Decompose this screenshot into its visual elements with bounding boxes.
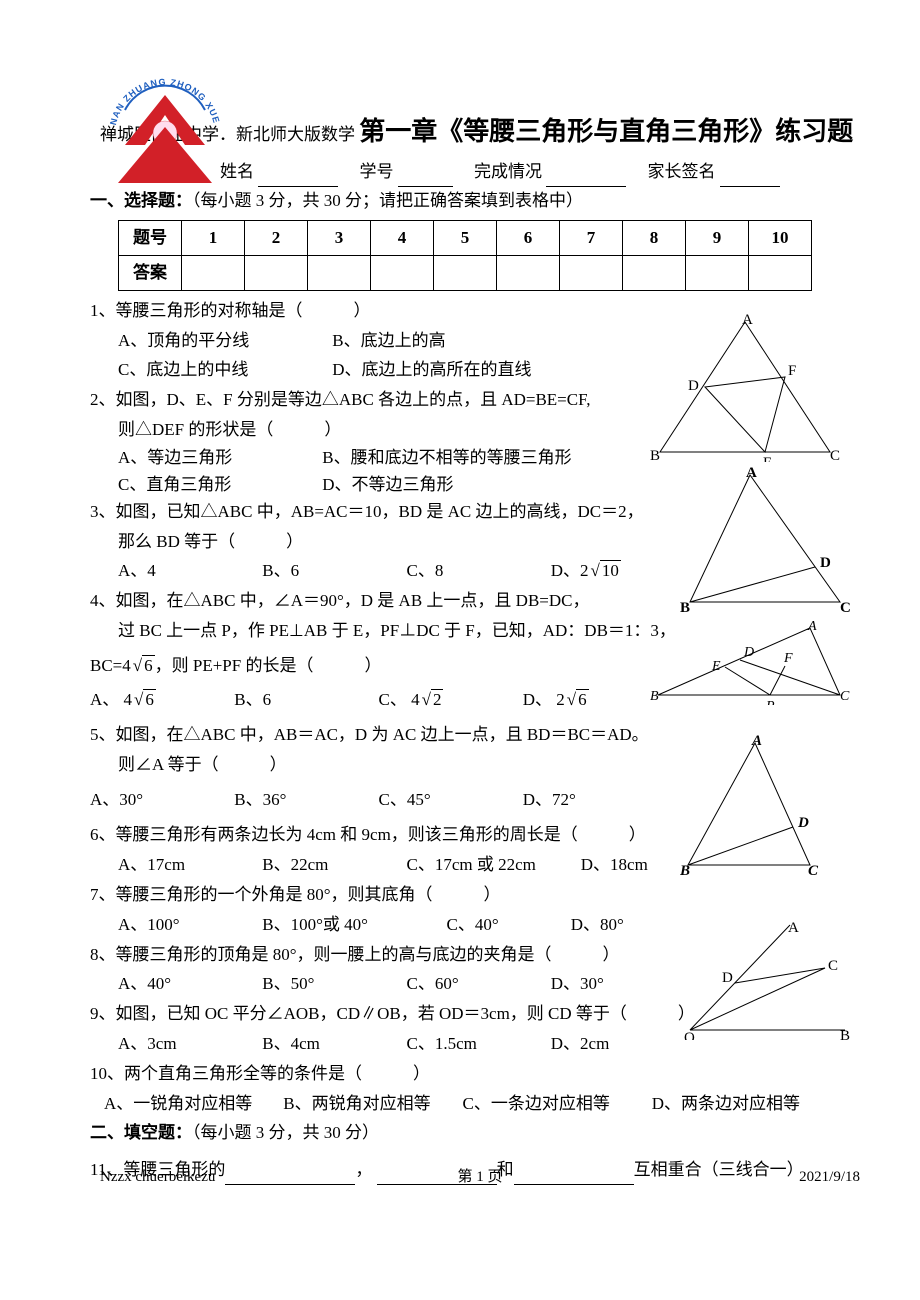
section1-note: （每小题 3 分，共 30 分；请把正确答案填到表格中）: [192, 191, 583, 210]
q7-options: A、100° B、100°或 40° C、40° D、80°: [118, 911, 870, 940]
q8-options: A、40° B、50° C、60° D、30°: [118, 970, 870, 999]
name-blank[interactable]: [258, 167, 338, 187]
q9-options: A、3cm B、4cm C、1.5cm D、2cm: [118, 1030, 870, 1059]
section2-head: 二、填空题：: [90, 1123, 192, 1142]
id-blank[interactable]: [398, 167, 453, 187]
q9: 9、如图，已知 OC 平分∠AOB，CD∥OB，若 OD＝3cm，则 CD 等于…: [90, 1000, 870, 1029]
section2-header: 二、填空题：（每小题 3 分，共 30 分）: [90, 1119, 870, 1148]
row1-label: 题号: [119, 220, 182, 255]
status-label: 完成情况: [474, 162, 542, 181]
q10: 10、两个直角三角形全等的条件是（ ）: [90, 1060, 870, 1089]
answer-table: 题号 1 2 3 4 5 6 7 8 9 10 答案: [118, 220, 812, 291]
q4: 4、如图，在△ABC 中，∠A＝90°，D 是 AB 上一点，且 DB=DC，: [90, 587, 870, 616]
sign-label: 家长签名: [648, 162, 716, 181]
q8: 8、等腰三角形的顶角是 80°，则一腰上的高与底边的夹角是（ ）: [90, 941, 870, 970]
q3: 3、如图，已知△ABC 中，AB=AC＝10，BD 是 AC 边上的高线，DC＝…: [90, 498, 870, 527]
footer-center: 第 1 页: [100, 1165, 860, 1191]
id-label: 学号: [360, 162, 394, 181]
table-answer-row: 答案: [119, 255, 812, 290]
section2-note: （每小题 3 分，共 30 分）: [192, 1123, 379, 1142]
student-info-line: 姓名 学号 完成情况 家长签名: [220, 158, 870, 187]
q7: 7、等腰三角形的一个外角是 80°，则其底角（ ）: [90, 881, 870, 910]
status-blank[interactable]: [546, 167, 626, 187]
row2-label: 答案: [119, 255, 182, 290]
q2: 2、如图，D、E、F 分别是等边△ABC 各边上的点，且 AD=BE=CF,: [90, 386, 870, 415]
q6-options: A、17cm B、22cm C、17cm 或 22cm D、18cm: [118, 851, 870, 880]
q6: 6、等腰三角形有两条边长为 4cm 和 9cm，则该三角形的周长是（ ）: [90, 821, 870, 850]
main-title: 第一章《等腰三角形与直角三角形》练习题: [359, 117, 853, 146]
q10-options: A、一锐角对应相等 B、两锐角对应相等 C、一条边对应相等 D、两条边对应相等: [104, 1090, 870, 1119]
q4-options: A、 46 B、6 C、 42 D、 26: [90, 686, 870, 715]
school-badge: NAN ZHUANG ZHONG XUE: [100, 65, 230, 195]
q5: 5、如图，在△ABC 中，AB＝AC，D 为 AC 边上一点，且 BD＝BC＝A…: [90, 721, 870, 750]
table-header-row: 题号 1 2 3 4 5 6 7 8 9 10: [119, 220, 812, 255]
q5-options: A、30° B、36° C、45° D、72°: [90, 786, 870, 815]
q1: 1、等腰三角形的对称轴是（ ）: [90, 297, 870, 326]
q3-options: A、4 B、6 C、8 D、210: [118, 557, 870, 586]
footer: Nzzx chuerbeikezu 第 1 页 2021/9/18: [100, 1165, 860, 1191]
sign-blank[interactable]: [720, 167, 780, 187]
